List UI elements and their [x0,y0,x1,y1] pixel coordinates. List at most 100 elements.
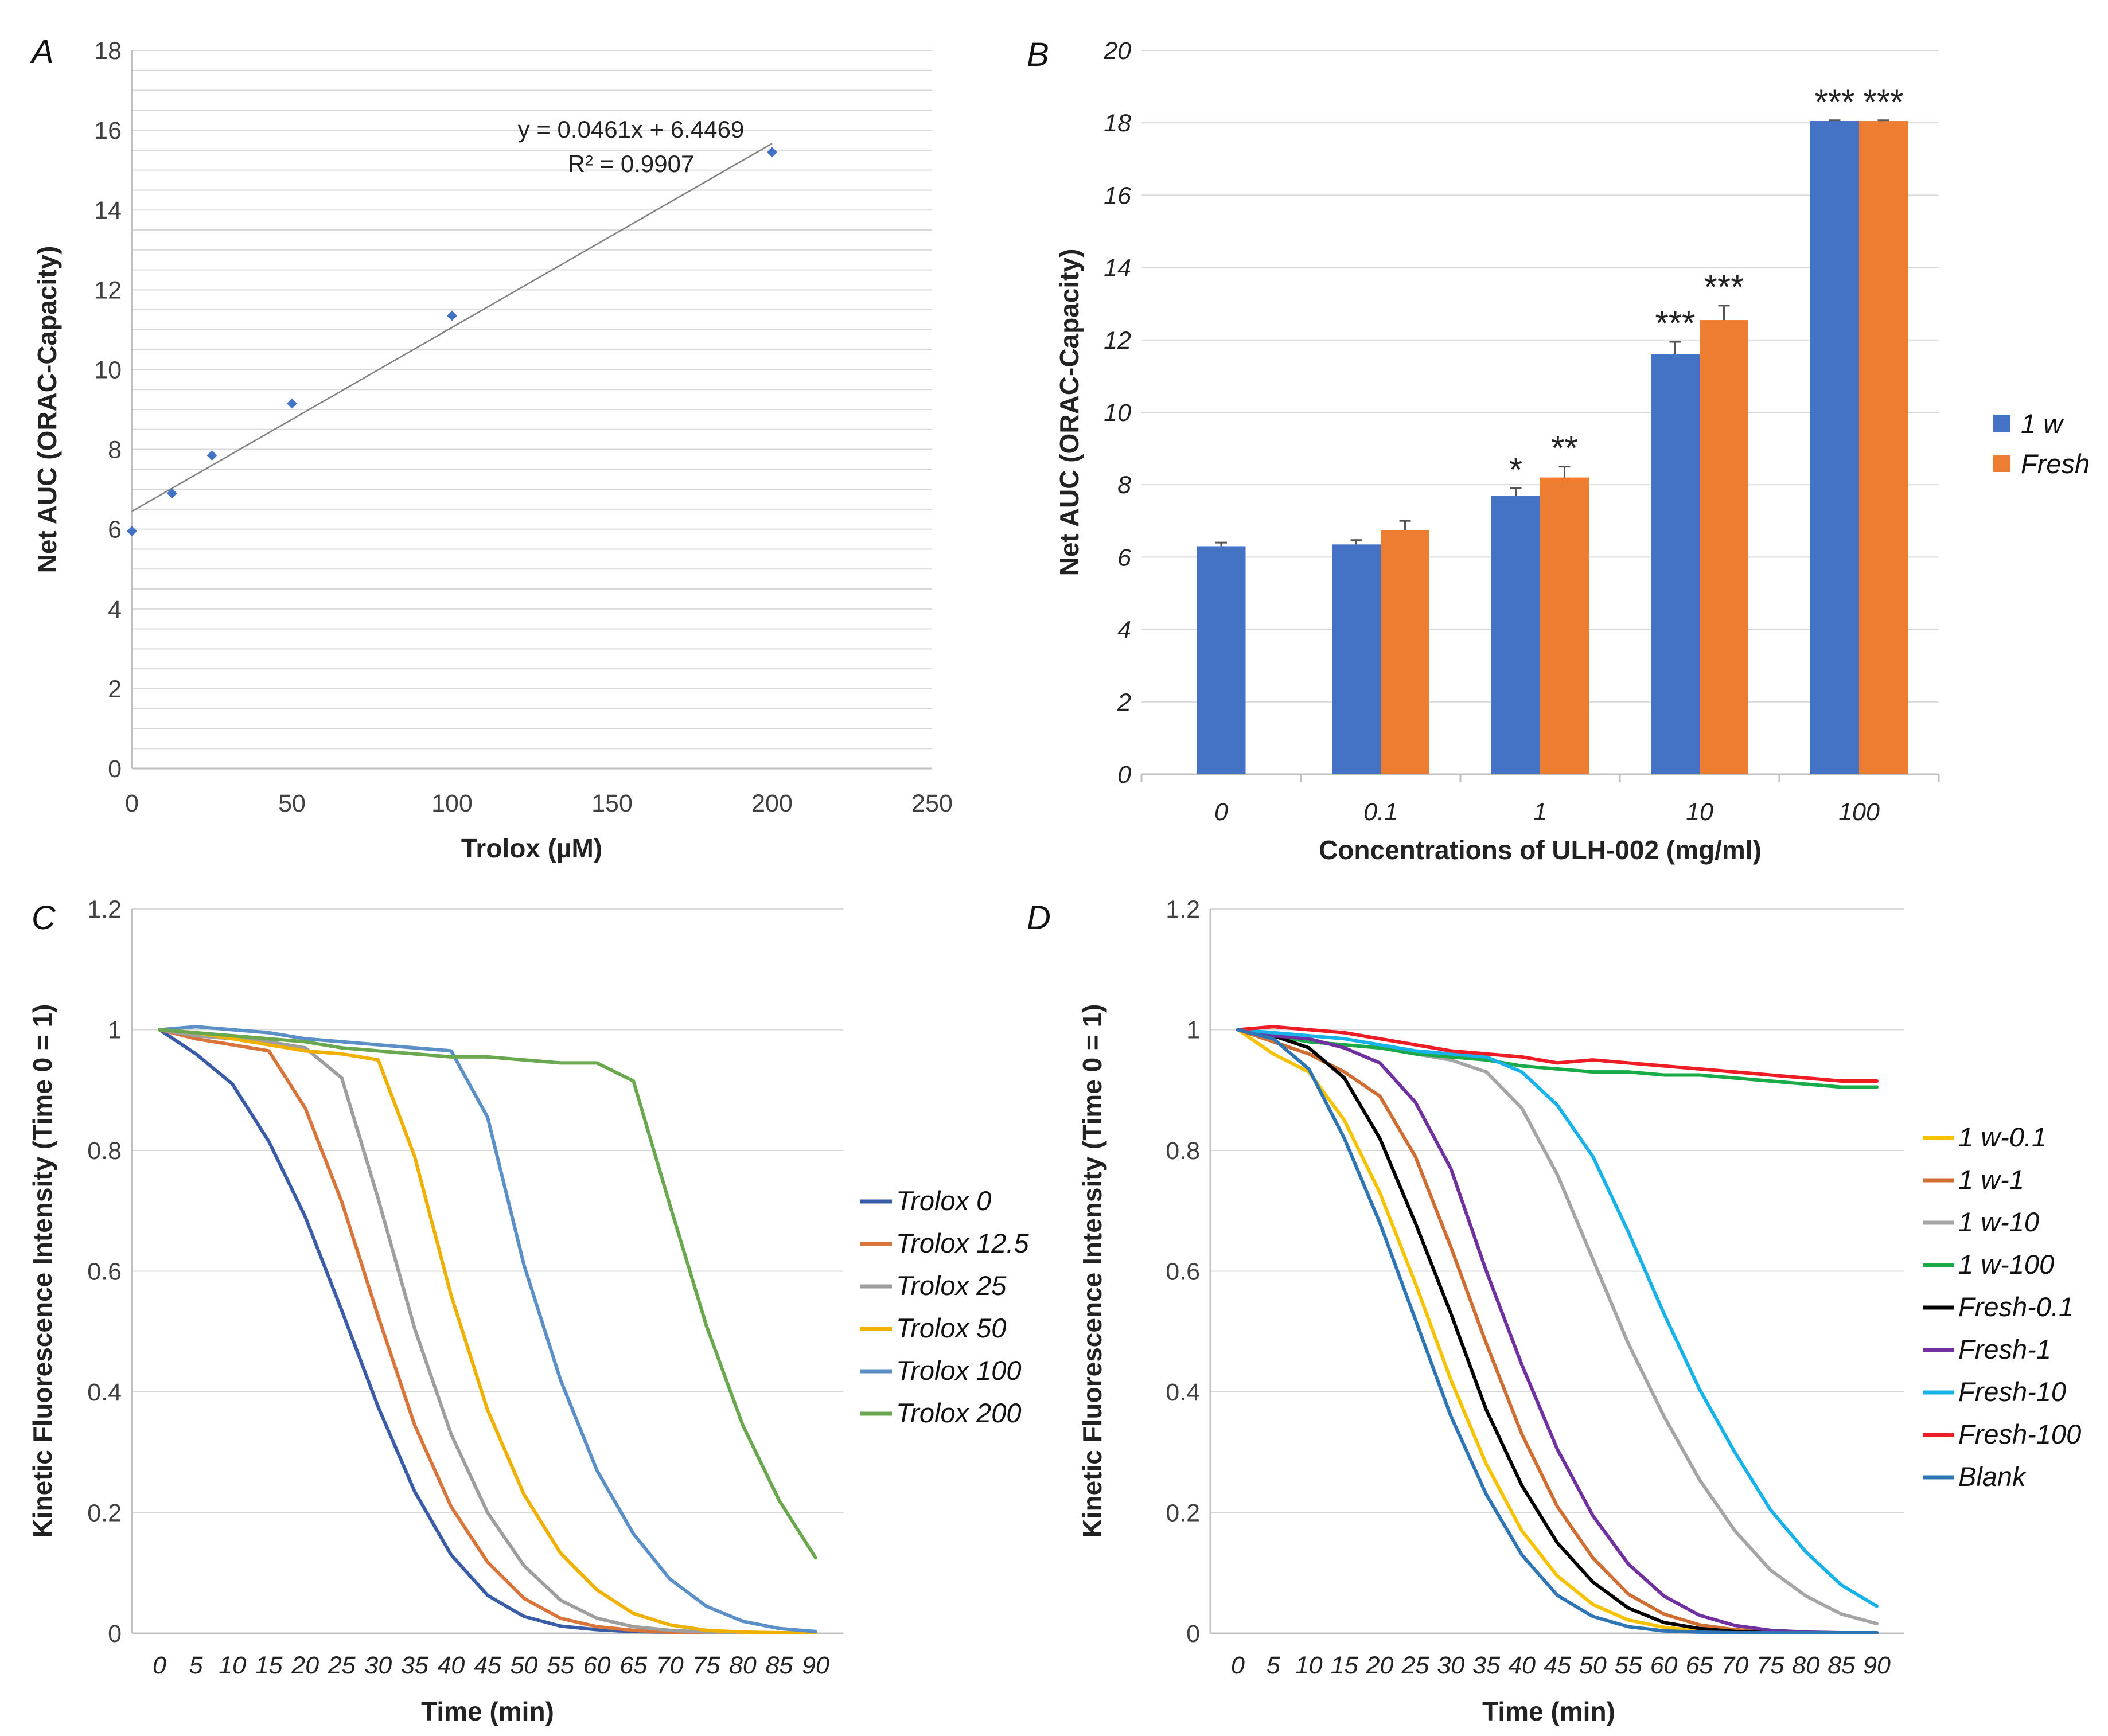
panel-c-x-tick-label: 90 [802,1652,829,1679]
A-y-tick-label: 4 [108,596,122,623]
panel-d-x-tick-label: 20 [1366,1652,1394,1679]
panel-b-bar [1197,546,1246,774]
panel-d-x-tick-label: 30 [1437,1652,1464,1679]
panel-a-label: A [30,33,54,71]
panel-b-significance-stars: * [1509,451,1522,489]
D-y-tick-label: 0.8 [1166,1137,1200,1165]
panel-c-series-line [158,1028,817,1560]
panel-c-x-tick-label: 55 [547,1652,575,1679]
panel-c-x-tick-label: 45 [474,1652,502,1679]
panel-d-legend-label: Fresh-100 [1958,1419,2081,1449]
panel-a-x-tick-label: 0 [125,790,139,817]
A-y-tick-label: 2 [108,676,122,703]
panel-d-legend-label: Fresh-1 [1958,1334,2051,1364]
panel-d-x-tick-label: 10 [1295,1652,1323,1679]
panel-d-x-tick-label: 0 [1231,1652,1245,1679]
panel-c-x-tick-label: 40 [438,1652,465,1679]
panel-d-series-line [1236,1028,1879,1634]
panel-b-bar [1810,121,1859,774]
panel-b-significance-stars: *** [1863,83,1903,121]
panel-a-x-tick-label: 150 [591,790,633,817]
C-y-tick-label: 1.2 [87,896,122,923]
panel-d-x-tick-label: 35 [1472,1652,1501,1679]
panel-d-legend-label: 1 w-10 [1958,1207,2039,1237]
panel-d-legend-label: 1 w-100 [1958,1249,2054,1279]
panel-a-x-axis-label: Trolox (µM) [461,833,602,863]
panel-a-x-tick-label: 250 [911,790,953,817]
panel-d-x-tick-label: 5 [1267,1652,1281,1679]
panel-c-x-tick-label: 80 [729,1652,757,1679]
panel-d-x-tick-label: 75 [1756,1652,1784,1679]
panel-b-category-label: 0 [1214,798,1228,826]
B-y-tick-label: 2 [1117,689,1131,716]
D-y-tick-label: 0.4 [1166,1379,1200,1406]
panel-c-x-tick-label: 35 [401,1652,429,1679]
panel-b-significance-stars: ** [1551,429,1578,467]
panel-d-x-tick-label: 55 [1615,1652,1643,1679]
A-y-tick-label: 12 [94,276,122,304]
panel-d-x-tick-label: 15 [1331,1652,1359,1679]
panel-d-series-line [1236,1028,1879,1608]
panel-d-x-tick-label: 25 [1401,1652,1430,1679]
B-y-tick-label: 6 [1117,544,1131,571]
panel-c-x-tick-label: 15 [255,1652,283,1679]
B-y-tick-label: 12 [1104,327,1131,354]
A-y-tick-label: 18 [94,37,122,65]
A-y-tick-label: 10 [94,356,122,384]
panel-b-category-label: 10 [1686,798,1713,826]
D-y-tick-label: 1 [1186,1017,1200,1044]
panel-a-x-tick-label: 100 [431,790,473,817]
panel-d-series-line [1236,1028,1879,1089]
panel-c-series-line [158,1028,817,1634]
panel-c-series-line [158,1025,817,1633]
panel-d-legend-label: Fresh-10 [1958,1376,2066,1407]
panel-d-series-line [1236,1028,1879,1634]
panel-d-x-tick-label: 80 [1792,1652,1819,1679]
panel-b-bar [1491,496,1540,774]
panel-d-x-tick-label: 45 [1544,1652,1572,1679]
panel-c-legend-label: Trolox 0 [896,1185,991,1216]
panel-c-x-tick-label: 70 [656,1652,684,1679]
D-y-tick-label: 1.2 [1166,896,1200,923]
panel-d-x-tick-label: 65 [1686,1652,1714,1679]
B-y-tick-label: 18 [1104,110,1131,137]
panel-a-data-point [287,398,297,409]
C-y-tick-label: 1 [108,1017,122,1044]
panel-d-label: D [1027,899,1051,937]
panel-a-equation: y = 0.0461x + 6.4469 [518,116,745,143]
panel-a-r-squared: R² = 0.9907 [568,150,695,177]
panel-b-category-label: 100 [1838,798,1880,826]
panel-a-data-point [166,488,177,499]
panel-c-series-line [158,1028,817,1634]
panel-b-significance-stars: *** [1655,304,1695,342]
panel-b-y-axis-label: Net AUC (ORAC-Capacity) [1054,249,1084,576]
panel-d-x-tick-label: 85 [1828,1652,1856,1679]
panel-c-x-tick-label: 50 [511,1652,538,1679]
panel-b-bar [1700,320,1748,774]
panel-d-legend-label: Fresh-0.1 [1958,1292,2074,1322]
panel-d-x-tick-label: 70 [1721,1652,1749,1679]
panel-b-legend-label: 1 w [2021,408,2064,439]
panel-c-y-axis-label: Kinetic Fluorescence Intensity (Time 0 =… [28,1004,57,1538]
panel-d-legend-label: 1 w-1 [1958,1164,2024,1195]
panel-d-x-tick-label: 50 [1579,1652,1607,1679]
panel-b-significance-stars: *** [1814,83,1854,121]
panel-b-bar [1332,544,1381,774]
panel-b-bar [1540,477,1589,774]
panel-c-x-tick-label: 65 [619,1652,648,1679]
D-y-tick-label: 0 [1186,1620,1200,1648]
panel-a-x-tick-label: 50 [278,790,306,817]
panel-c-x-tick-label: 5 [189,1652,204,1679]
B-y-tick-label: 4 [1117,617,1131,644]
panel-c-legend-label: Trolox 100 [896,1355,1022,1386]
panel-b-bar [1381,530,1429,774]
panel-b-bar [1859,121,1908,774]
panel-b-significance-stars: *** [1704,268,1744,306]
panel-c-x-tick-label: 60 [583,1652,611,1679]
panel-c-legend-label: Trolox 200 [896,1398,1022,1428]
panel-d-x-tick-label: 60 [1650,1652,1678,1679]
B-y-tick-label: 20 [1103,37,1131,65]
panel-c-x-tick-label: 30 [364,1652,392,1679]
panel-c-legend-label: Trolox 25 [896,1270,1007,1301]
D-y-tick-label: 0.6 [1166,1258,1200,1286]
